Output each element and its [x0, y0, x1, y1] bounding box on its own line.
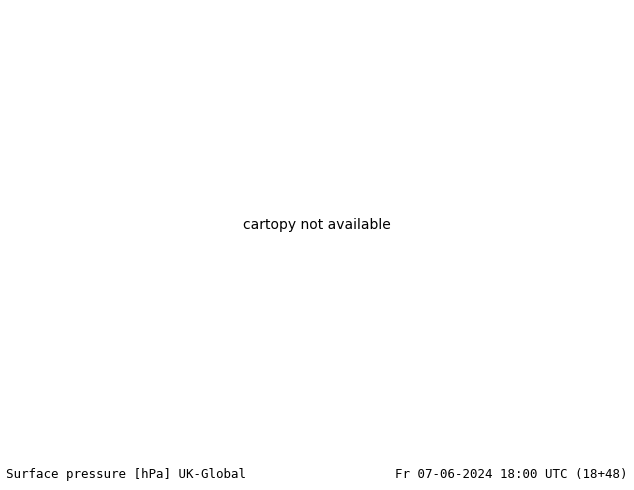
Text: Fr 07-06-2024 18:00 UTC (18+48): Fr 07-06-2024 18:00 UTC (18+48) — [395, 468, 628, 481]
Text: Surface pressure [hPa] UK-Global: Surface pressure [hPa] UK-Global — [6, 468, 247, 481]
Text: cartopy not available: cartopy not available — [243, 219, 391, 232]
